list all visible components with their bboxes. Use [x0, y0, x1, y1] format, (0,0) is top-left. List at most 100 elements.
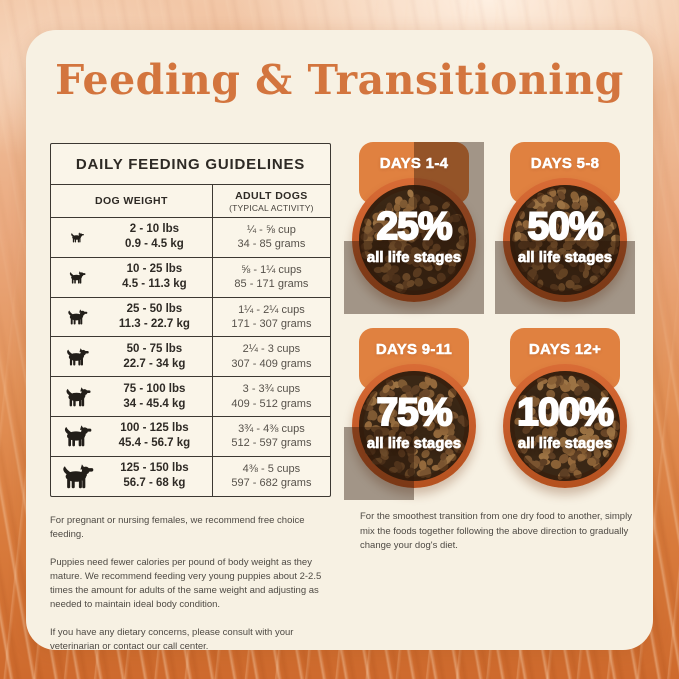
- table-header-row: DOG WEIGHT ADULT DOGS (TYPICAL ACTIVITY): [51, 185, 330, 218]
- dog-weight-cell: 100 - 125 lbs 45.4 - 56.7 kg: [51, 416, 213, 456]
- weight-text: 2 - 10 lbs 0.9 - 4.5 kg: [103, 222, 212, 252]
- portion-label: 50% all life stages: [495, 205, 635, 267]
- adult-dogs-header-label: ADULT DOGS: [235, 189, 308, 202]
- table-row: 125 - 150 lbs 56.7 - 68 kg 4⅜ - 5 cups 5…: [51, 455, 330, 496]
- table-body: 2 - 10 lbs 0.9 - 4.5 kg ¼ - ⅝ cup 34 - 8…: [51, 218, 330, 496]
- feeding-amount-cell: 1¼ - 2¼ cups 171 - 307 grams: [213, 298, 330, 337]
- kibble-bowl: [352, 364, 476, 488]
- days-label: DAYS 12+: [528, 341, 602, 359]
- portion-percent: 75%: [375, 391, 453, 434]
- table-row: 50 - 75 lbs 22.7 - 34 kg 2¼ - 3 cups 307…: [51, 336, 330, 377]
- feeding-amount-cell: 2¼ - 3 cups 307 - 409 grams: [213, 337, 330, 376]
- table-row: 100 - 125 lbs 45.4 - 56.7 kg 3¾ - 4⅜ cup…: [51, 415, 330, 456]
- dog-weight-cell: 2 - 10 lbs 0.9 - 4.5 kg: [51, 218, 213, 257]
- portion-shade-overlay: [344, 142, 484, 314]
- dog-weight-header: DOG WEIGHT: [51, 185, 213, 217]
- dog-silhouette-icon: [51, 425, 103, 447]
- amount-grams: 171 - 307 grams: [231, 317, 312, 330]
- portion-shade-overlay: [344, 328, 484, 500]
- weight-kg: 0.9 - 4.5 kg: [125, 238, 184, 251]
- feeding-note-paragraph: For pregnant or nursing females, we reco…: [50, 515, 305, 541]
- table-row: 75 - 100 lbs 34 - 45.4 kg 3 - 3¾ cups 40…: [51, 376, 330, 416]
- feeding-amount-cell: ¼ - ⅝ cup 34 - 85 grams: [213, 218, 330, 257]
- kibble-texture: [359, 185, 469, 295]
- typical-activity-label: (TYPICAL ACTIVITY): [229, 202, 314, 213]
- feeding-note-paragraph: Puppies need fewer calories per pound of…: [50, 556, 322, 611]
- days-label: DAYS 1-4: [379, 155, 449, 173]
- weight-lbs: 50 - 75 lbs: [126, 342, 183, 355]
- transition-card: DAYS 9-11 75% all life stages: [344, 328, 484, 500]
- portion-label: 25% all life stages: [344, 206, 484, 267]
- table-row: 10 - 25 lbs 4.5 - 11.3 kg ⅝ - 1¼ cups 85…: [51, 256, 330, 297]
- days-label: DAYS 5-8: [530, 155, 600, 173]
- feeding-note-paragraph: If you have any dietary concerns, please…: [50, 626, 294, 652]
- portion-label: 100% all life stages: [495, 391, 635, 453]
- kibble-texture: [510, 185, 620, 295]
- amount-grams: 307 - 409 grams: [231, 357, 312, 370]
- amount-grams: 597 - 682 grams: [231, 477, 312, 490]
- weight-kg: 4.5 - 11.3 kg: [122, 278, 187, 291]
- feeding-guidelines-table: DAILY FEEDING GUIDELINES DOG WEIGHT ADUL…: [50, 143, 331, 497]
- kibble-texture: [359, 371, 469, 481]
- life-stages-label: all life stages: [517, 435, 613, 453]
- weight-text: 100 - 125 lbs 45.4 - 56.7 kg: [103, 421, 212, 451]
- portion-percent: 50%: [526, 205, 604, 248]
- dog-silhouette-icon: [51, 309, 103, 325]
- kibble-bowl: [503, 178, 627, 302]
- dog-silhouette-icon: [51, 464, 103, 489]
- dog-weight-cell: 10 - 25 lbs 4.5 - 11.3 kg: [51, 257, 213, 297]
- amount-cups: 3¾ - 4⅜ cups: [238, 423, 305, 436]
- feeding-notes: For pregnant or nursing females, we reco…: [50, 514, 332, 667]
- dog-weight-cell: 125 - 150 lbs 56.7 - 68 kg: [51, 456, 213, 496]
- days-banner: DAYS 9-11: [359, 328, 469, 390]
- transition-card: DAYS 12+ 100% all life stages: [495, 328, 635, 500]
- amount-cups: ⅝ - 1¼ cups: [241, 263, 302, 276]
- amount-grams: 409 - 512 grams: [231, 397, 312, 410]
- weight-text: 125 - 150 lbs 56.7 - 68 kg: [103, 461, 212, 491]
- weight-lbs: 75 - 100 lbs: [123, 382, 186, 395]
- dog-silhouette-icon: [51, 348, 103, 366]
- weight-kg: 22.7 - 34 kg: [123, 357, 186, 370]
- dog-silhouette-icon: [51, 232, 103, 243]
- dog-weight-cell: 25 - 50 lbs 11.3 - 22.7 kg: [51, 297, 213, 337]
- transition-card: DAYS 5-8 50% all life stages: [495, 142, 635, 314]
- amount-cups: 3 - 3¾ cups: [242, 383, 301, 396]
- life-stages-label: all life stages: [517, 249, 613, 267]
- table-row: 2 - 10 lbs 0.9 - 4.5 kg ¼ - ⅝ cup 34 - 8…: [51, 218, 330, 257]
- weight-lbs: 25 - 50 lbs: [126, 303, 183, 316]
- transition-bowls-grid: DAYS 1-4 25% all life stages DAYS 5-8 50…: [344, 142, 635, 500]
- weight-lbs: 100 - 125 lbs: [120, 422, 189, 435]
- weight-kg: 11.3 - 22.7 kg: [118, 317, 190, 330]
- dog-weight-cell: 75 - 100 lbs 34 - 45.4 kg: [51, 377, 213, 416]
- weight-lbs: 125 - 150 lbs: [120, 462, 189, 475]
- weight-kg: 34 - 45.4 kg: [123, 397, 186, 410]
- transition-note: For the smoothest transition from one dr…: [360, 511, 632, 552]
- dog-silhouette-icon: [51, 270, 103, 284]
- life-stages-label: all life stages: [366, 435, 462, 453]
- amount-cups: 4⅜ - 5 cups: [242, 462, 301, 475]
- portion-shade-overlay: [495, 142, 635, 314]
- life-stages-label: all life stages: [366, 249, 462, 267]
- portion-percent: 100%: [516, 391, 615, 434]
- weight-kg: 45.4 - 56.7 kg: [118, 437, 191, 450]
- dog-weight-cell: 50 - 75 lbs 22.7 - 34 kg: [51, 337, 213, 377]
- amount-cups: 2¼ - 3 cups: [242, 343, 301, 356]
- feeding-amount-cell: ⅝ - 1¼ cups 85 - 171 grams: [213, 258, 330, 297]
- amount-cups: ¼ - ⅝ cup: [246, 224, 296, 237]
- weight-text: 25 - 50 lbs 11.3 - 22.7 kg: [103, 302, 212, 332]
- kibble-bowl: [503, 364, 627, 488]
- content-card: Feeding & Transitioning DAILY FEEDING GU…: [26, 30, 653, 652]
- feeding-amount-cell: 4⅜ - 5 cups 597 - 682 grams: [213, 457, 330, 496]
- amount-cups: 1¼ - 2¼ cups: [238, 303, 305, 316]
- amount-grams: 85 - 171 grams: [234, 278, 309, 291]
- weight-text: 75 - 100 lbs 34 - 45.4 kg: [103, 382, 212, 412]
- weight-lbs: 2 - 10 lbs: [129, 223, 180, 236]
- weight-text: 50 - 75 lbs 22.7 - 34 kg: [103, 342, 212, 372]
- days-label: DAYS 9-11: [375, 341, 453, 359]
- portion-shade-overlay: [495, 328, 635, 500]
- table-title: DAILY FEEDING GUIDELINES: [51, 144, 330, 185]
- table-row: 25 - 50 lbs 11.3 - 22.7 kg 1¼ - 2¼ cups …: [51, 296, 330, 337]
- amount-grams: 512 - 597 grams: [231, 437, 312, 450]
- weight-text: 10 - 25 lbs 4.5 - 11.3 kg: [103, 262, 212, 292]
- portion-label: 75% all life stages: [344, 391, 484, 453]
